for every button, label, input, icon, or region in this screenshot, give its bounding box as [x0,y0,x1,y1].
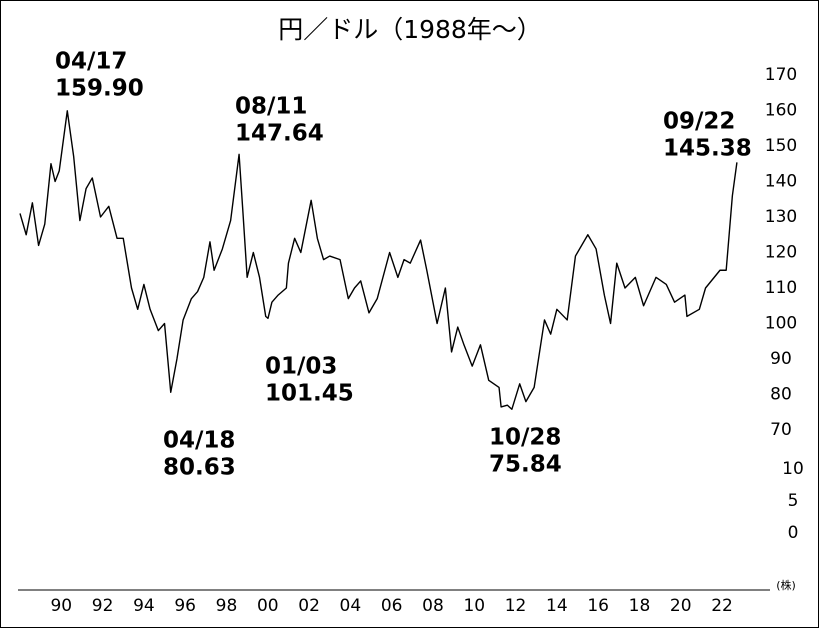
y-tick-label: 100 [765,314,797,334]
y-tick-label: 150 [765,136,797,156]
annotation-date: 04/18 [163,428,235,454]
y-tick-label: 130 [765,207,797,227]
price-line [19,110,738,410]
x-tick-label: 20 [670,596,692,616]
x-tick-label: 06 [381,596,403,616]
annotation-value: 101.45 [265,381,354,407]
x-tick-label: 90 [50,596,72,616]
x-tick-label: 94 [133,596,155,616]
y2-axis-label: (株) [776,578,796,592]
y-tick-label: 80 [770,385,792,405]
annotation-value: 147.64 [235,121,324,147]
y-tick-label: 160 [765,101,797,121]
annotation-value: 80.63 [163,455,236,481]
annotation-date: 01/03 [265,354,337,380]
x-tick-label: 18 [629,596,651,616]
x-tick-label: 04 [340,596,362,616]
y2-tick-label: 0 [788,523,799,543]
x-tick-label: 96 [174,596,196,616]
x-tick-label: 12 [505,596,527,616]
y-tick-label: 90 [770,349,792,369]
x-tick-label: 14 [546,596,568,616]
x-tick-label: 98 [216,596,238,616]
y-tick-label: 120 [765,243,797,263]
x-tick-label: 00 [257,596,279,616]
x-tick-label: 16 [587,596,609,616]
x-tick-label: 02 [298,596,320,616]
x-tick-label: 92 [92,596,114,616]
y2-tick-label: 10 [782,459,804,479]
annotation-date: 08/11 [235,94,307,120]
x-tick-label: 22 [711,596,733,616]
annotation-date: 10/28 [489,425,561,451]
y-tick-label: 70 [770,420,792,440]
y2-tick-label: 5 [788,491,799,511]
annotation-date: 09/22 [663,109,735,135]
x-tick-label: 10 [463,596,485,616]
annotation-value: 145.38 [663,136,752,162]
chart-title: 円／ドル（1988年〜） [278,15,542,44]
annotation-value: 75.84 [489,452,562,478]
y-tick-label: 110 [765,278,797,298]
annotation-value: 159.90 [55,76,144,102]
y-tick-label: 140 [765,172,797,192]
y-tick-label: 170 [765,65,797,85]
x-tick-label: 08 [422,596,444,616]
annotation-date: 04/17 [55,49,127,75]
